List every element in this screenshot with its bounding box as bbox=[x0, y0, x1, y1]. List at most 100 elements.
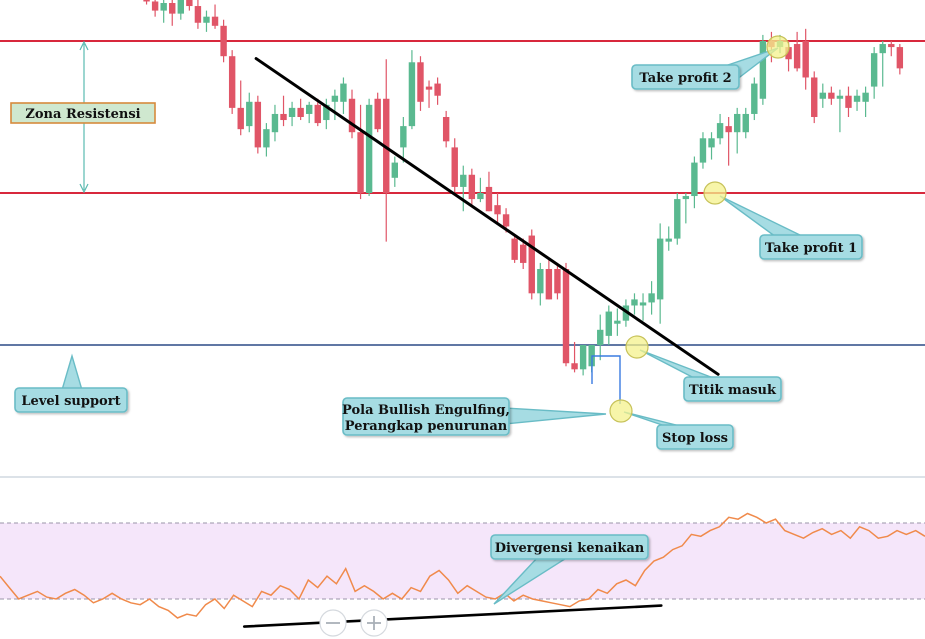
bear-candle bbox=[486, 172, 492, 212]
candle-body bbox=[212, 17, 218, 26]
take-profit-2-callout: Take profit 2 bbox=[632, 48, 778, 89]
candle-body bbox=[160, 3, 166, 11]
candle-body bbox=[511, 239, 517, 260]
candle-body bbox=[897, 47, 903, 68]
bull-candle bbox=[717, 114, 723, 144]
zoom-in-button[interactable] bbox=[361, 610, 387, 636]
bear-candle bbox=[169, 0, 175, 26]
candle-body bbox=[657, 239, 663, 300]
candle-body bbox=[845, 96, 851, 108]
candle-body bbox=[820, 93, 826, 99]
candle-body bbox=[503, 214, 509, 226]
take-profit-2-callout-text: Take profit 2 bbox=[639, 71, 731, 86]
bearish-trendline bbox=[256, 59, 718, 375]
candle-body bbox=[238, 108, 244, 129]
candle-body bbox=[297, 108, 303, 117]
candle-body bbox=[486, 187, 492, 211]
candle-body bbox=[477, 193, 483, 199]
candle-body bbox=[546, 269, 552, 299]
bear-candle bbox=[255, 96, 261, 154]
entry-callout-text: Titik masuk bbox=[689, 383, 777, 398]
bear-candle bbox=[357, 105, 363, 199]
bull-candle bbox=[674, 193, 680, 245]
candle-body bbox=[332, 96, 338, 102]
take-profit-1-callout-text: Take profit 1 bbox=[765, 241, 857, 256]
candle-body bbox=[289, 108, 295, 117]
candle-body bbox=[614, 321, 620, 324]
bull-candle bbox=[743, 108, 749, 138]
candle-body bbox=[811, 77, 817, 117]
bear-candle bbox=[529, 229, 535, 299]
zoom-out-button[interactable] bbox=[320, 610, 346, 636]
bull-candle bbox=[289, 102, 295, 126]
candle-body bbox=[537, 269, 543, 293]
candle-body bbox=[203, 17, 209, 23]
bull-candle bbox=[246, 93, 252, 133]
pattern-callout-text: Perangkap penurunan bbox=[345, 419, 508, 434]
candle-body bbox=[648, 293, 654, 302]
candle-body bbox=[751, 84, 757, 114]
bear-candle bbox=[374, 93, 380, 133]
bull-candle bbox=[631, 293, 637, 314]
rsi-pane bbox=[0, 514, 925, 627]
take-profit-1-marker bbox=[704, 182, 726, 204]
bull-candle bbox=[708, 132, 714, 159]
candle-body bbox=[888, 44, 894, 47]
candle-body bbox=[743, 114, 749, 132]
candle-body bbox=[366, 105, 372, 193]
bear-candle bbox=[280, 96, 286, 126]
bull-candle bbox=[409, 50, 415, 129]
bull-candle bbox=[400, 117, 406, 163]
candle-body bbox=[606, 312, 612, 336]
bull-candle bbox=[700, 132, 706, 168]
support-callout-text: Level support bbox=[21, 394, 120, 409]
bear-candle bbox=[546, 260, 552, 300]
bull-candle bbox=[760, 35, 766, 105]
bear-candle bbox=[143, 0, 149, 5]
bear-candle bbox=[220, 20, 226, 63]
candle-body bbox=[708, 138, 714, 147]
resistance-zone-label-text: Zona Resistensi bbox=[25, 107, 140, 122]
stop-loss-callout-text: Stop loss bbox=[662, 431, 728, 446]
candle-body bbox=[409, 62, 415, 126]
candle-body bbox=[374, 99, 380, 129]
candle-body bbox=[460, 175, 466, 187]
candle-body bbox=[725, 126, 731, 132]
stop-loss-callout: Stop loss bbox=[624, 412, 733, 449]
candle-body bbox=[674, 199, 680, 239]
bull-candle bbox=[263, 123, 269, 156]
divergence-callout-text: Divergensi kenaikan bbox=[495, 541, 645, 556]
candle-body bbox=[152, 1, 158, 10]
engulfing-bracket bbox=[592, 356, 620, 404]
pattern-callout-tail bbox=[505, 408, 606, 424]
candle-body bbox=[580, 345, 586, 369]
bull-candle bbox=[880, 41, 886, 87]
candle-body bbox=[666, 239, 672, 242]
candle-body bbox=[272, 114, 278, 132]
bear-candle bbox=[888, 41, 894, 56]
bear-candle bbox=[452, 138, 458, 193]
take-profit-1-callout-tail bbox=[720, 196, 804, 237]
bear-candle bbox=[845, 87, 851, 117]
candle-body bbox=[794, 44, 800, 68]
candle-body bbox=[357, 132, 363, 193]
candle-body bbox=[837, 96, 843, 99]
bull-candle bbox=[871, 47, 877, 99]
bull-candle bbox=[614, 309, 620, 336]
candle-body bbox=[443, 117, 449, 141]
candle-body bbox=[315, 105, 321, 123]
bull-candle bbox=[340, 77, 346, 113]
bear-candle bbox=[195, 0, 201, 29]
pattern-callout: Pola Bullish Engulfing,Perangkap penurun… bbox=[342, 398, 606, 435]
bull-candle bbox=[666, 226, 672, 250]
bull-candle bbox=[691, 157, 697, 209]
candle-body bbox=[880, 44, 886, 53]
bear-candle bbox=[434, 77, 440, 104]
candle-body bbox=[494, 205, 500, 214]
candle-body bbox=[280, 114, 286, 120]
bear-candle bbox=[563, 263, 569, 366]
bear-candle bbox=[494, 193, 500, 223]
candle-body bbox=[255, 102, 261, 148]
bull-candle bbox=[392, 157, 398, 187]
